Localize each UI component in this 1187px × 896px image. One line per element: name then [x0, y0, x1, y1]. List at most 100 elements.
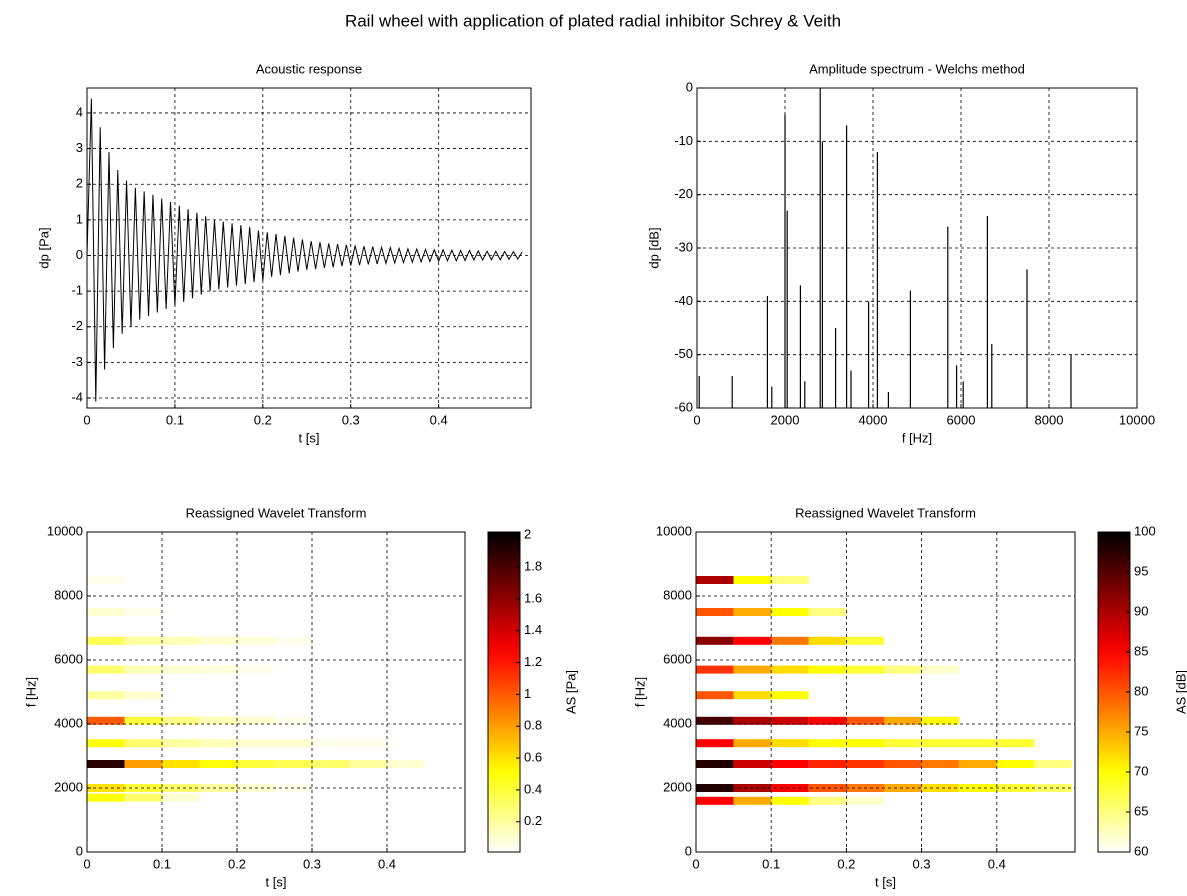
heat-cell: [199, 784, 237, 792]
heat-cell: [696, 608, 734, 616]
heat-cell: [771, 665, 809, 674]
heat-cell: [808, 608, 847, 616]
heat-cell: [162, 636, 200, 645]
heat-cell: [733, 760, 772, 768]
heat-cell: [883, 739, 922, 748]
colorbar-tick-label: 100: [1134, 523, 1156, 538]
y-tick-label: 4000: [54, 715, 83, 730]
heat-cell: [771, 716, 809, 725]
colorbar-label: AS [dB]: [1173, 670, 1187, 714]
heat-cell: [883, 760, 922, 768]
x-tick-label: 0: [693, 412, 700, 427]
heat-cell: [921, 665, 960, 674]
heat-cell: [808, 665, 847, 674]
heat-cell: [162, 793, 200, 802]
colorbar: [487, 531, 521, 853]
colorbar: [1097, 531, 1131, 853]
figure-title: Rail wheel with application of plated ra…: [345, 11, 841, 30]
y-tick-label: 0: [686, 79, 693, 94]
colorbar-tick-label: 1: [524, 686, 531, 701]
y-tick-label: -1: [71, 283, 83, 298]
heat-cell: [921, 716, 960, 725]
heat-cell: [696, 576, 734, 584]
heat-cell: [846, 760, 884, 768]
heat-cell: [274, 636, 312, 645]
heat-cell: [124, 716, 162, 725]
y-axis-label: f [Hz]: [23, 677, 38, 707]
heat-cell: [696, 739, 734, 748]
y-tick-label: -4: [71, 389, 83, 404]
y-tick-label: 3: [76, 140, 83, 155]
y-tick-label: 2000: [54, 779, 83, 794]
heat-cell: [883, 665, 922, 674]
colorbar-tick-label: 90: [1134, 603, 1148, 618]
heat-cell: [274, 760, 312, 768]
heat-cell: [349, 739, 387, 748]
heat-cell: [733, 608, 772, 616]
heat-cell: [696, 691, 734, 700]
plot-data: [696, 576, 1072, 805]
heat-cell: [312, 739, 350, 748]
x-tick-label: 8000: [1035, 412, 1064, 427]
y-tick-label: 0: [76, 843, 83, 858]
colorbar-tick-label: 1.2: [524, 654, 542, 669]
heat-cell: [199, 636, 237, 645]
x-axis-label: f [Hz]: [902, 430, 932, 445]
x-tick-label: 0.3: [913, 856, 931, 871]
heat-cell: [199, 739, 237, 748]
axes-box: [86, 531, 466, 853]
y-tick-label: 2: [76, 176, 83, 191]
x-tick-label: 0.1: [762, 856, 780, 871]
heat-cell: [808, 636, 847, 645]
y-tick-label: 6000: [663, 651, 692, 666]
heat-cell: [921, 760, 960, 768]
x-tick-label: 0: [83, 412, 90, 427]
y-tick-label: -50: [674, 346, 693, 361]
colorbar-tick-label: 1.8: [524, 558, 542, 573]
x-tick-label: 0.2: [837, 856, 855, 871]
x-tick-label: 0.1: [166, 412, 184, 427]
colorbar-tick-label: 0.2: [524, 813, 542, 828]
heat-cell: [124, 636, 162, 645]
colorbar-tick-label: 0.4: [524, 781, 542, 796]
y-tick-label: 2000: [663, 779, 692, 794]
heat-cell: [808, 739, 847, 748]
x-axis-label: t [s]: [875, 874, 896, 889]
y-axis-label: dp [dB]: [646, 227, 661, 268]
y-tick-label: 6000: [54, 651, 83, 666]
heat-cell: [124, 608, 162, 616]
y-tick-label: -60: [674, 399, 693, 414]
heat-cell: [846, 665, 884, 674]
y-axis-label: f [Hz]: [632, 677, 647, 707]
heat-cell: [733, 739, 772, 748]
heat-cell: [883, 716, 922, 725]
heat-cell: [696, 760, 734, 768]
heat-cell: [771, 796, 809, 805]
heat-cell: [996, 760, 1035, 768]
heat-cell: [199, 760, 237, 768]
heat-cell: [696, 665, 734, 674]
heat-cell: [124, 793, 162, 802]
y-tick-label: -10: [674, 133, 693, 148]
axes-title: Amplitude spectrum - Welchs method: [809, 61, 1025, 76]
heat-cell: [87, 608, 125, 616]
heat-cell: [87, 576, 125, 584]
colorbar-tick-label: 60: [1134, 843, 1148, 858]
heat-cell: [771, 576, 809, 584]
heat-cell: [771, 608, 809, 616]
axes-title: Reassigned Wavelet Transform: [186, 505, 367, 520]
heat-cell: [846, 636, 884, 645]
heat-cell: [696, 716, 734, 725]
heat-cell: [124, 665, 162, 674]
axes-title: Reassigned Wavelet Transform: [795, 505, 976, 520]
plot-area: [87, 88, 531, 408]
heat-cell: [771, 691, 809, 700]
x-tick-label: 0.4: [378, 856, 396, 871]
heat-cell: [959, 784, 997, 792]
heat-cell: [87, 636, 125, 645]
heat-cell: [124, 760, 162, 768]
y-tick-label: -30: [674, 239, 693, 254]
heat-cell: [199, 716, 237, 725]
heat-cell: [733, 691, 772, 700]
